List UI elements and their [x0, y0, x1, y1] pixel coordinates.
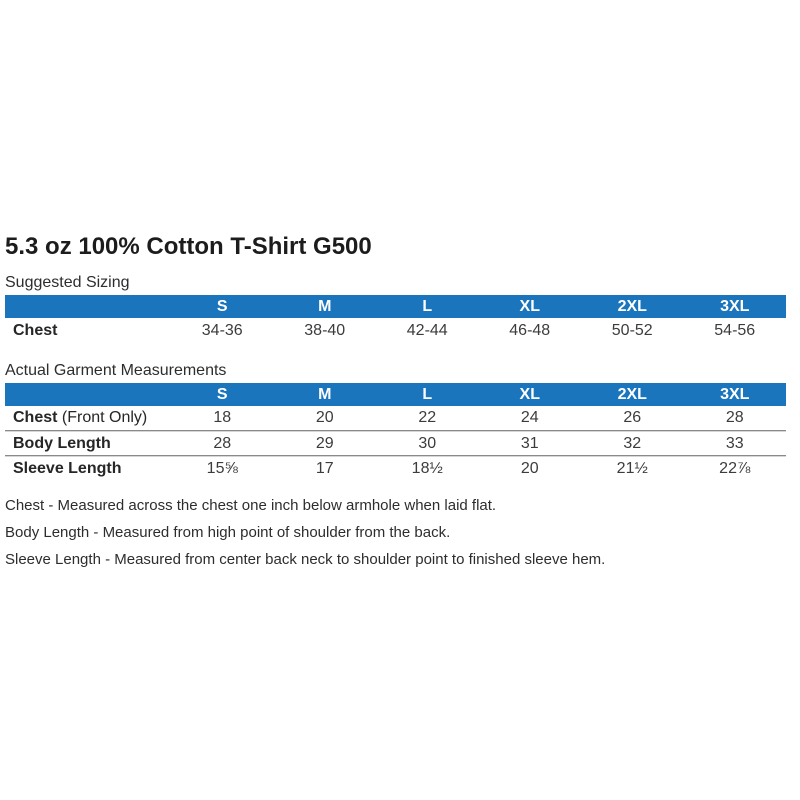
suggested-sizing-table: S M L XL 2XL 3XL Chest 34-36 38-40 42-44 46-48 50-5…	[5, 295, 786, 343]
measurement-cell: 33	[683, 431, 786, 456]
measurement-cell: 54-56	[714, 321, 756, 339]
measurement-cell: 18	[171, 406, 274, 431]
row-label: Chest	[13, 321, 58, 339]
size-column-header: M	[273, 295, 376, 318]
measurement-cell: 38-40	[304, 321, 346, 339]
size-column-header: L	[376, 295, 479, 318]
measurement-cell: 20	[273, 406, 376, 431]
size-column-header: 2XL	[581, 295, 684, 318]
measurement-cell: 22	[376, 406, 479, 431]
actual-measurements-table-container: S M L XL 2XL 3XL Chest (Front Only) 18 20 22 24 26 2…	[5, 383, 787, 481]
measurement-cell: 28	[683, 406, 786, 431]
measurement-cell: 22⅞	[683, 456, 786, 481]
size-column-header: 3XL	[683, 295, 786, 318]
size-column-header: M	[273, 383, 376, 406]
measurement-cell: 50-52	[611, 321, 653, 339]
row-label: Body Length	[5, 431, 171, 456]
measurement-cell: 32	[581, 431, 684, 456]
size-column-header: 3XL	[683, 383, 786, 406]
table-row: Body Length 28 29 30 31 32 33	[5, 431, 786, 456]
page-title: 5.3 oz 100% Cotton T-Shirt G500	[5, 233, 372, 260]
note-line: Chest - Measured across the chest one in…	[5, 497, 497, 514]
measurement-cell: 24	[478, 406, 581, 431]
measurement-cell: 17	[273, 456, 376, 481]
measurement-cell: 15⅝	[171, 456, 274, 481]
table-row: Sleeve Length 15⅝ 17 18½ 20 21½ 22⅞	[5, 456, 786, 481]
note-line: Sleeve Length - Measured from center bac…	[5, 551, 606, 568]
measurement-cell: 21½	[581, 456, 684, 481]
measurement-cell: 18½	[376, 456, 479, 481]
size-column-header: L	[376, 383, 479, 406]
table-row: Chest 34-36 38-40 42-44 46-48 50-52 54-56	[5, 318, 786, 343]
suggested-sizing-heading: Suggested Sizing	[5, 274, 130, 291]
row-label: Chest (Front Only)	[5, 406, 171, 431]
header-corner-cell	[5, 295, 171, 318]
measurement-cell: 31	[478, 431, 581, 456]
measurement-cell: 29	[273, 431, 376, 456]
measurement-cell: 20	[478, 456, 581, 481]
actual-measurements-heading: Actual Garment Measurements	[5, 362, 227, 379]
size-column-header: 2XL	[581, 383, 684, 406]
measurement-cell: 42-44	[406, 321, 448, 339]
measurement-cell: 30	[376, 431, 479, 456]
measurement-cell: 46-48	[509, 321, 551, 339]
actual-measurements-table: S M L XL 2XL 3XL Chest (Front Only) 18 20 22 24 26 2…	[5, 383, 786, 481]
size-header-row: S M L XL 2XL 3XL	[5, 383, 786, 406]
measurement-cell: 28	[171, 431, 274, 456]
size-column-header: S	[171, 383, 274, 406]
size-column-header: XL	[478, 383, 581, 406]
size-column-header: XL	[478, 295, 581, 318]
note-line: Body Length - Measured from high point o…	[5, 524, 451, 541]
measurement-notes: Chest - Measured across the chest one in…	[5, 492, 787, 573]
header-corner-cell	[5, 383, 171, 406]
measurement-cell: 34-36	[201, 321, 243, 339]
size-column-header: S	[171, 295, 274, 318]
measurement-cell: 26	[581, 406, 684, 431]
size-header-row: S M L XL 2XL 3XL	[5, 295, 786, 318]
suggested-sizing-table-container: S M L XL 2XL 3XL Chest 34-36 38-40 42-44 46-48 50-5…	[5, 295, 787, 343]
table-row: Chest (Front Only) 18 20 22 24 26 28	[5, 406, 786, 431]
row-label: Sleeve Length	[5, 456, 171, 481]
